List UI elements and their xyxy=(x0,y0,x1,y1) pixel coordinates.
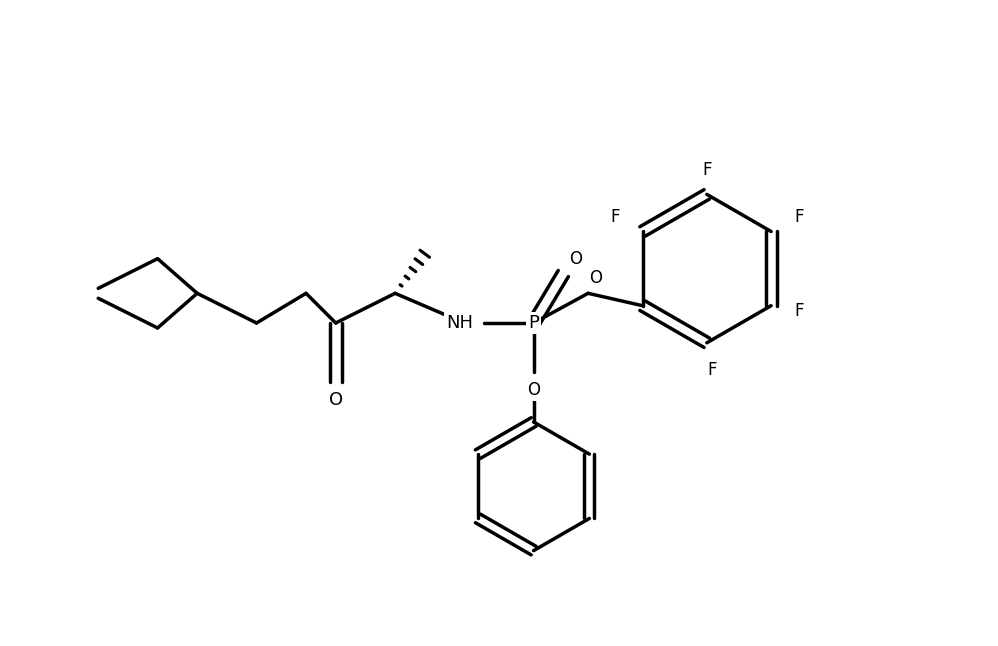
Text: P: P xyxy=(528,314,539,332)
Text: F: F xyxy=(794,302,803,320)
Text: F: F xyxy=(794,207,803,225)
Text: F: F xyxy=(702,161,712,178)
Text: F: F xyxy=(707,362,717,379)
Text: O: O xyxy=(590,269,603,287)
Text: O: O xyxy=(569,249,582,267)
Text: O: O xyxy=(328,391,342,409)
Text: NH: NH xyxy=(446,314,473,332)
Text: F: F xyxy=(610,207,620,225)
Text: O: O xyxy=(527,381,540,399)
